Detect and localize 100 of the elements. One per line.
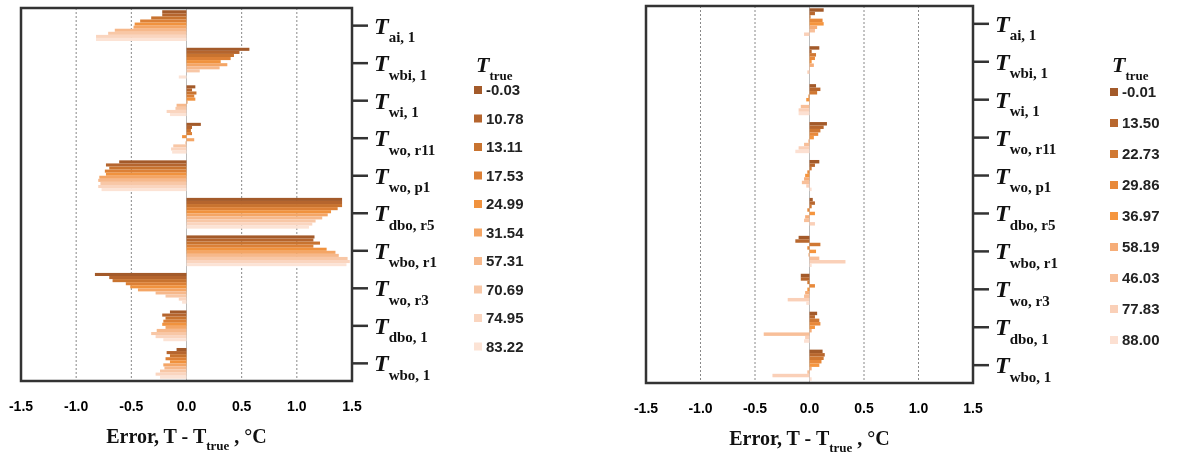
bar [163,338,187,342]
bar [807,246,810,250]
legend-label: 13.11 [486,138,523,155]
legend-label: 58.19 [1122,238,1160,255]
bar [804,32,810,36]
x-tick-label: -0.5 [742,400,768,416]
legend-label: -0.03 [486,81,521,98]
bar [178,297,187,301]
bar [804,177,810,181]
bar [805,215,810,219]
bar [809,163,815,167]
bar [809,53,817,57]
bar [182,300,187,304]
bar [809,8,824,12]
bar [807,280,810,285]
bar [804,218,810,223]
legend-label: 77.83 [1122,300,1160,317]
bar [114,28,187,32]
bar [119,160,187,164]
bar [809,201,815,205]
bar [151,16,187,20]
bar [805,335,810,340]
bar [809,263,812,267]
legend-title: T$_{true}$ [476,52,513,83]
bar [155,335,187,339]
bar [809,284,815,288]
bar [186,63,228,67]
x-tick-label: 0.5 [231,398,252,414]
bar [809,46,820,50]
x-tick-label: -1.5 [633,400,659,416]
bar [130,285,187,289]
bar [169,360,187,364]
bar [96,37,187,42]
x-tick-label: 0.5 [854,400,874,416]
x-tick-label: 1.0 [908,400,929,416]
bar [186,197,343,201]
bar [169,113,187,117]
bar [186,47,250,51]
bar [809,377,812,381]
bar [186,200,343,205]
bar [186,241,320,245]
bar [809,315,815,319]
bar [165,294,187,298]
x-tick-label: -0.5 [119,398,144,414]
legend-label: 24.99 [486,195,524,212]
bar [186,122,201,126]
x-tick-label: 1.0 [287,398,307,414]
bar [108,31,187,35]
bar [805,173,810,178]
x-tick-label: 0.0 [799,400,820,416]
bar [160,375,187,379]
bar [186,66,220,70]
bar [156,328,187,332]
bar [807,208,810,212]
x-tick-label: 0.0 [176,398,197,414]
bar [151,331,187,336]
bar [795,239,810,243]
bar [800,104,810,109]
bar [807,287,810,292]
bar [804,339,810,343]
bar [186,60,221,64]
bar [809,22,824,26]
legend-label: 17.53 [486,166,524,184]
legend-label: 13.50 [1122,114,1160,131]
bar [801,180,810,185]
bar [109,166,187,170]
legend-label: 36.97 [1122,207,1160,224]
legend-label: 74.95 [486,309,524,326]
bar [800,273,810,278]
bar [176,347,187,352]
bar [186,244,314,248]
bar [186,216,323,220]
bar [807,370,810,374]
bar [186,53,234,58]
bar [166,109,187,113]
bar [809,132,819,136]
bar [763,332,810,336]
bar [94,272,187,277]
legend-title: T$_{true}$ [1112,52,1149,83]
bar [186,225,309,229]
bar [137,288,187,292]
bar [795,149,810,154]
bar [155,291,187,295]
x-tick-label: -1.0 [688,400,713,416]
bar [169,310,187,314]
bar [800,277,810,281]
bar [186,247,327,251]
bar [140,19,187,23]
legend-label: 22.73 [1122,145,1160,162]
legend-label: 10.78 [486,109,524,127]
bar [178,75,187,79]
bar [806,184,810,188]
bar [804,142,810,147]
x-tick-label: -1.0 [64,398,89,414]
x-tick-label: 1.5 [342,398,362,414]
bar [809,222,815,226]
bar [182,135,187,139]
bar [125,282,187,286]
bar [105,163,187,167]
legend-label: 57.31 [486,252,524,269]
